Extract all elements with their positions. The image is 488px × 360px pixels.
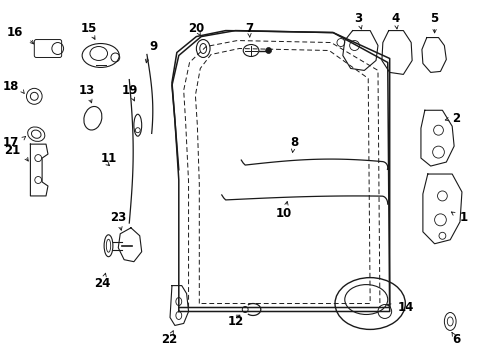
- Text: 18: 18: [2, 80, 19, 93]
- Text: 21: 21: [4, 144, 20, 157]
- Text: 11: 11: [101, 152, 117, 165]
- Text: 14: 14: [397, 301, 413, 314]
- Text: 2: 2: [451, 112, 459, 125]
- Text: 17: 17: [2, 136, 19, 149]
- Text: 5: 5: [429, 12, 438, 25]
- Text: 7: 7: [244, 22, 253, 35]
- Text: 13: 13: [79, 84, 95, 97]
- Text: 16: 16: [6, 26, 22, 39]
- Text: 24: 24: [94, 277, 111, 290]
- Text: 20: 20: [188, 22, 204, 35]
- Circle shape: [265, 48, 271, 54]
- Text: 22: 22: [161, 333, 177, 346]
- Text: 6: 6: [451, 333, 459, 346]
- Text: 15: 15: [81, 22, 97, 35]
- Text: 10: 10: [276, 207, 292, 220]
- Text: 9: 9: [149, 40, 158, 53]
- Text: 23: 23: [110, 211, 126, 224]
- Text: 12: 12: [227, 315, 244, 328]
- Text: 19: 19: [122, 84, 138, 97]
- Text: 3: 3: [354, 12, 362, 25]
- Text: 8: 8: [289, 136, 298, 149]
- Text: 1: 1: [459, 211, 467, 224]
- Text: 4: 4: [390, 12, 399, 25]
